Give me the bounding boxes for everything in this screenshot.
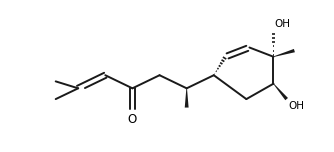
Text: OH: OH (288, 101, 304, 111)
Polygon shape (274, 49, 295, 57)
Polygon shape (273, 83, 288, 100)
Polygon shape (185, 88, 189, 108)
Text: OH: OH (274, 19, 290, 29)
Text: O: O (128, 113, 137, 126)
